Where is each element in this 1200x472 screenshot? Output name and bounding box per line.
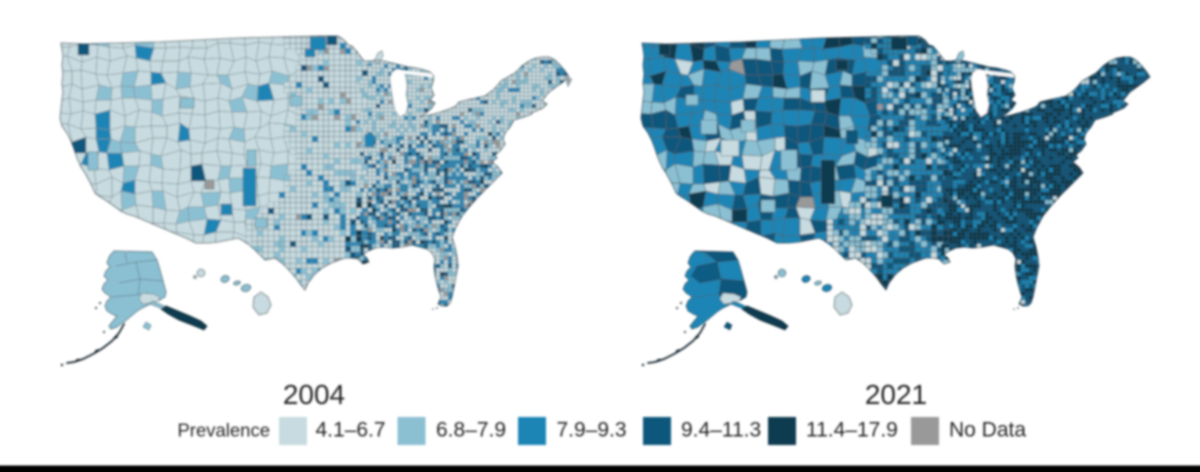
svg-text:9.4–11.3: 9.4–11.3 (681, 419, 761, 442)
svg-text:2004: 2004 (283, 379, 345, 410)
svg-text:11.4–17.9: 11.4–17.9 (806, 419, 898, 442)
svg-text:6.8–7.9: 6.8–7.9 (436, 419, 506, 442)
svg-text:7.9–9.3: 7.9–9.3 (557, 419, 627, 442)
svg-text:2021: 2021 (865, 379, 927, 410)
svg-text:No Data: No Data (949, 419, 1026, 442)
svg-text:Prevalence: Prevalence (177, 420, 270, 441)
svg-text:4.1–6.7: 4.1–6.7 (316, 419, 386, 442)
